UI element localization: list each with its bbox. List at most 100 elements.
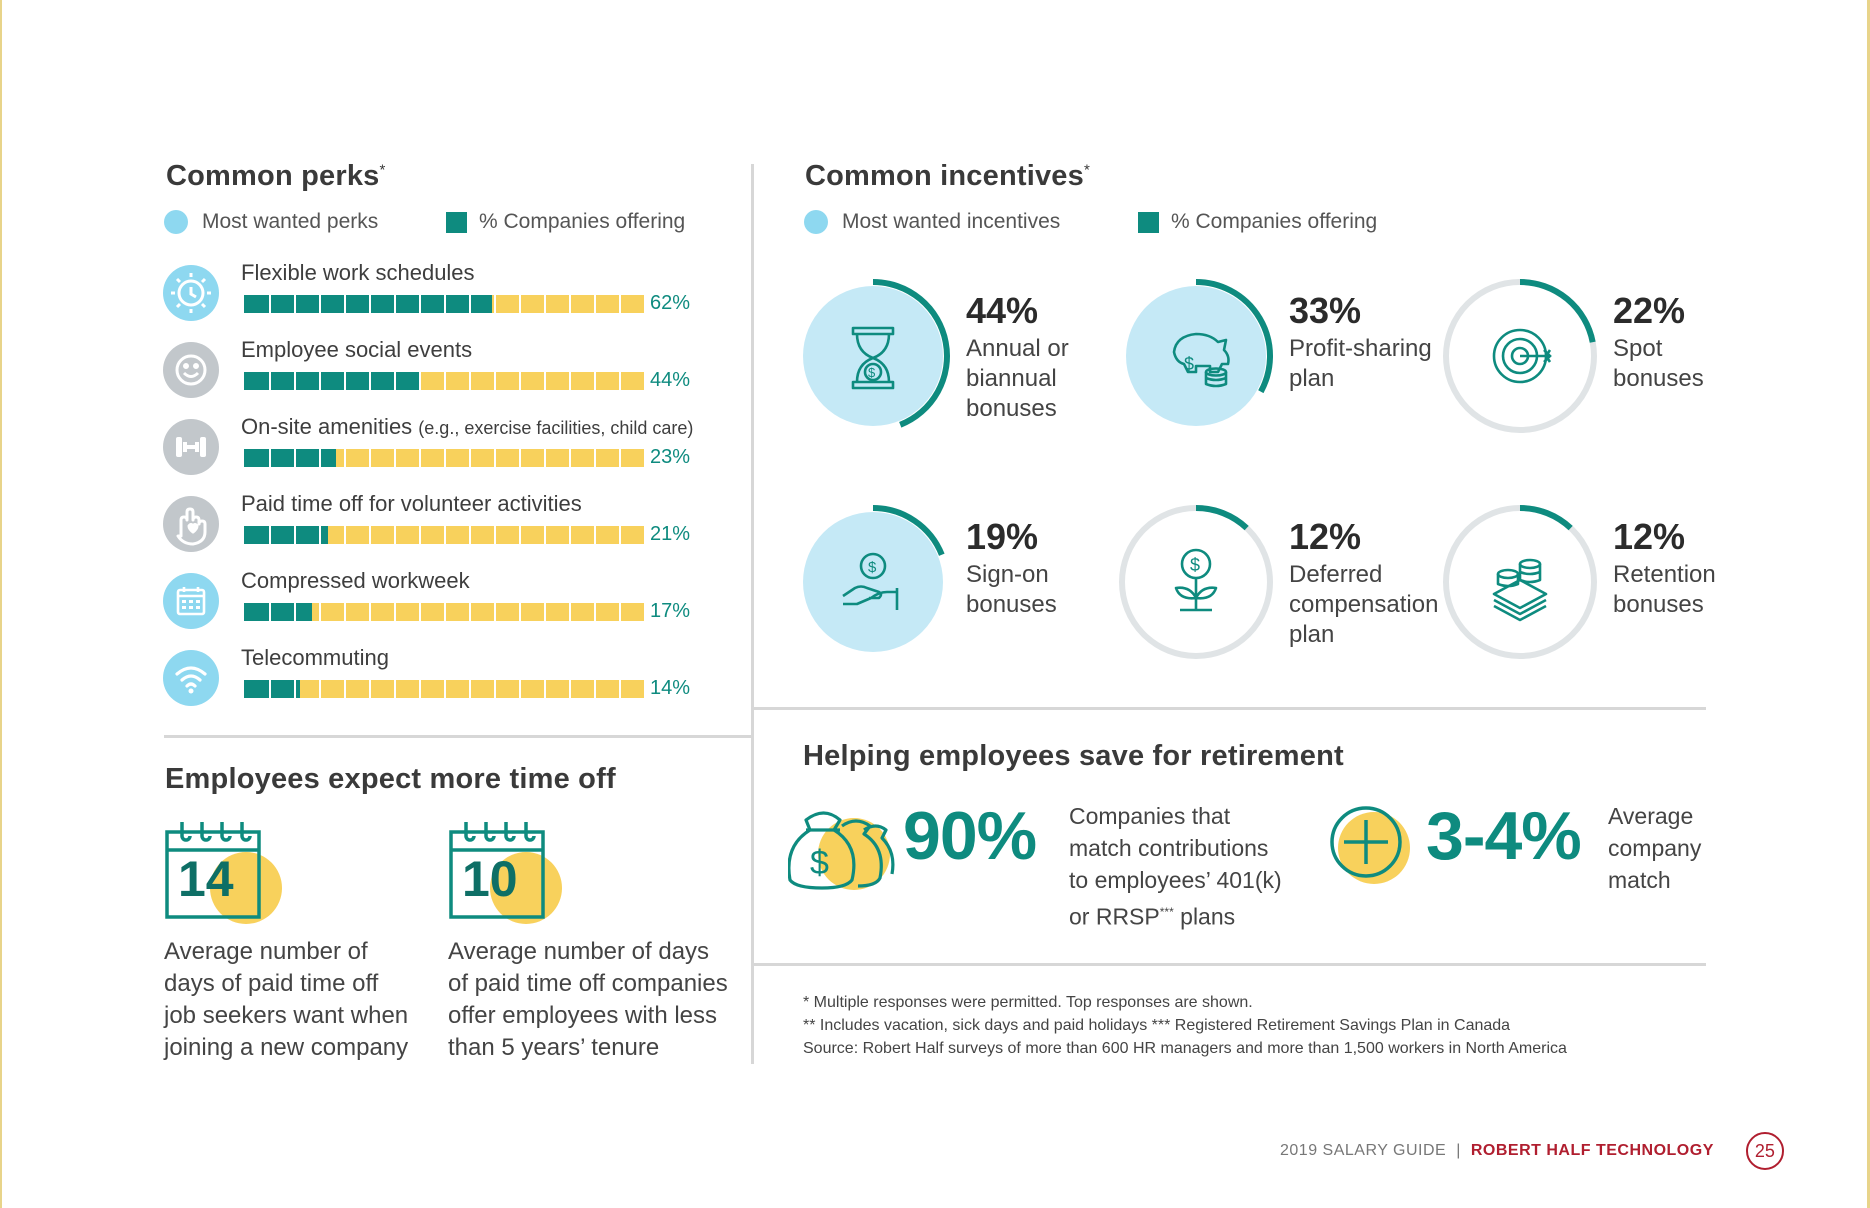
- perk-bar-gridline: [319, 526, 321, 544]
- perk-bar-track: [244, 680, 644, 698]
- perk-bar-gridline: [419, 680, 421, 698]
- incentive-value-label: 12%: [1613, 516, 1686, 557]
- incentive-label-line: Retention: [1613, 561, 1716, 588]
- perk-bar-gridline: [569, 603, 571, 621]
- incentives-legend-wanted: Most wanted incentives: [804, 210, 1060, 234]
- legend-wanted-label: Most wanted incentives: [842, 210, 1061, 233]
- incentive-label-line: plan: [1289, 621, 1335, 648]
- money-plant-icon: $: [1119, 505, 1273, 659]
- retirement-desc-line: company: [1608, 835, 1702, 861]
- perk-bar-gridline: [544, 680, 546, 698]
- perk-bar-gridline: [344, 680, 346, 698]
- perks-title-text: Common perks: [166, 160, 380, 192]
- perk-bar-gridline: [319, 295, 321, 313]
- incentive-label-line: bonuses: [966, 395, 1057, 422]
- perk-bar-gridline: [394, 449, 396, 467]
- perk-bar: [244, 526, 328, 544]
- incentive-label-line: compensation: [1289, 591, 1439, 618]
- timeoff-title: Employees expect more time off: [165, 763, 616, 795]
- incentive-ring: [1440, 502, 1600, 667]
- perk-bar-gridline: [469, 680, 471, 698]
- perk-bar: [244, 603, 312, 621]
- incentive-label-line: Deferred: [1289, 561, 1383, 588]
- perk-bar-gridline: [394, 372, 396, 390]
- retirement-desc-line: to employees’ 401(k): [1069, 867, 1282, 893]
- perk-bar-gridline: [494, 449, 496, 467]
- hand-heart-icon: [163, 496, 219, 552]
- perk-bar-gridline: [519, 449, 521, 467]
- incentive-value-label: 22%: [1613, 290, 1686, 331]
- perk-bar: [244, 295, 492, 313]
- incentive-arc: [1519, 279, 1596, 343]
- incentives-bottom-divider: [754, 707, 1706, 710]
- incentive-ring: $: [793, 276, 953, 441]
- incentive-label-line: bonuses: [1613, 365, 1704, 392]
- incentive-ring: [1440, 276, 1600, 441]
- perk-bar-gridline: [294, 449, 296, 467]
- timeoff-desc-line: days of paid time off: [164, 970, 379, 997]
- perk-bar-gridline: [469, 449, 471, 467]
- wifi-icon: [163, 650, 219, 706]
- perks-legend-offering: % Companies offering: [446, 210, 685, 234]
- perk-bar-gridline: [569, 526, 571, 544]
- incentive-label-line: plan: [1289, 365, 1335, 392]
- dumbbell-icon: [163, 419, 219, 475]
- retirement-desc-line: or RRSP*** plans: [1069, 903, 1236, 930]
- money-bags-icon: $: [787, 800, 900, 905]
- perk-bar-gridline: [344, 526, 346, 544]
- incentive-arc: [1195, 505, 1249, 531]
- perk-bar-gridline: [319, 372, 321, 390]
- perk-bar-gridline: [494, 603, 496, 621]
- perk-bar-gridline: [394, 526, 396, 544]
- incentive-label: Annual or biannual bonuses: [966, 334, 1069, 424]
- perk-bar-gridline: [369, 603, 371, 621]
- timeoff-number: 10: [462, 851, 518, 907]
- timeoff-card-2: 10: [448, 820, 578, 935]
- perk-bar-gridline: [569, 449, 571, 467]
- timeoff-desc-line: Average number of days: [448, 938, 710, 965]
- perk-bar-gridline: [469, 603, 471, 621]
- perk-bar-gridline: [269, 372, 271, 390]
- incentive-arc: [872, 279, 950, 428]
- incentive-ring: $: [1116, 276, 1276, 441]
- perk-bar-gridline: [469, 295, 471, 313]
- svg-text:$: $: [868, 365, 876, 380]
- retirement-bottom-divider: [754, 963, 1706, 966]
- footnotes: * Multiple responses were permitted. Top…: [803, 991, 1567, 1060]
- perk-bar-gridline: [594, 295, 596, 313]
- page-edge-right: [1867, 0, 1870, 1208]
- calendar-icon: [449, 822, 562, 924]
- perk-bar: [244, 680, 300, 698]
- perk-value-label: 21%: [650, 523, 691, 545]
- perk-bar-gridline: [519, 680, 521, 698]
- incentive-label-line: biannual: [966, 365, 1057, 392]
- timeoff-desc-line: Average number of: [164, 938, 368, 965]
- perk-bar-gridline: [444, 603, 446, 621]
- perk-bar-gridline: [569, 372, 571, 390]
- legend-wanted-dot: [164, 210, 188, 234]
- perk-label: Employee social events: [241, 337, 473, 362]
- perk-bar-gridline: [394, 295, 396, 313]
- incentives-title-mark: *: [1083, 161, 1091, 179]
- perk-bar: [244, 449, 336, 467]
- perk-value-label: 14%: [650, 677, 691, 699]
- perk-bar-gridline: [544, 295, 546, 313]
- perk-bar-gridline: [619, 603, 621, 621]
- perk-bar-gridline: [619, 680, 621, 698]
- perk-bar-gridline: [444, 449, 446, 467]
- svg-text:$: $: [868, 559, 877, 576]
- perk-bar-gridline: [444, 526, 446, 544]
- legend-offering-label: % Companies offering: [479, 210, 686, 233]
- perk-bar-gridline: [494, 680, 496, 698]
- perk-bar-gridline: [444, 680, 446, 698]
- perk-bar-gridline: [394, 603, 396, 621]
- perk-bar-gridline: [544, 372, 546, 390]
- perk-value-label: 23%: [650, 446, 691, 468]
- perk-label: Compressed workweek: [241, 568, 470, 593]
- perk-bar-gridline: [469, 372, 471, 390]
- incentive-label-line: Annual or: [966, 335, 1069, 362]
- timeoff-desc-line: offer employees with less: [448, 1002, 718, 1029]
- cash-stack-icon: [1443, 505, 1597, 659]
- perk-bar-gridline: [294, 372, 296, 390]
- timeoff-card-1: 14: [164, 820, 294, 935]
